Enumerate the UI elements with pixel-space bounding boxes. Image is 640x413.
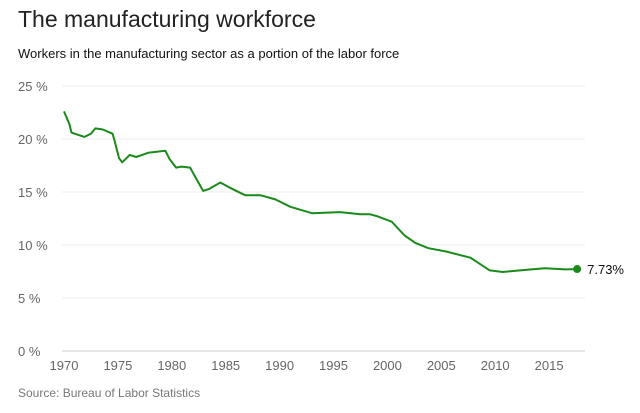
chart-source: Source: Bureau of Labor Statistics [18, 386, 201, 400]
end-point [573, 265, 582, 274]
series-line [63, 111, 578, 273]
y-tick-label: 0 % [18, 344, 41, 359]
chart-subtitle: Workers in the manufacturing sector as a… [18, 46, 400, 61]
x-tick-label: 2005 [427, 358, 456, 373]
y-tick-label: 15 % [18, 185, 48, 200]
y-tick-label: 20 % [18, 132, 48, 147]
x-tick-label: 1995 [319, 358, 348, 373]
y-tick-label: 25 % [18, 79, 48, 94]
x-tick-label: 1975 [103, 358, 132, 373]
x-tick-label: 1990 [265, 358, 294, 373]
end-value-label: 7.73% [587, 262, 624, 277]
x-tick-label: 2000 [373, 358, 402, 373]
x-tick-label: 2010 [481, 358, 510, 373]
y-tick-label: 10 % [18, 238, 48, 253]
x-tick-label: 1980 [157, 358, 186, 373]
x-tick-label: 2015 [535, 358, 564, 373]
x-tick-label: 1985 [211, 358, 240, 373]
chart-title: The manufacturing workforce [18, 6, 316, 32]
x-tick-label: 1970 [50, 358, 79, 373]
y-tick-label: 5 % [18, 291, 41, 306]
